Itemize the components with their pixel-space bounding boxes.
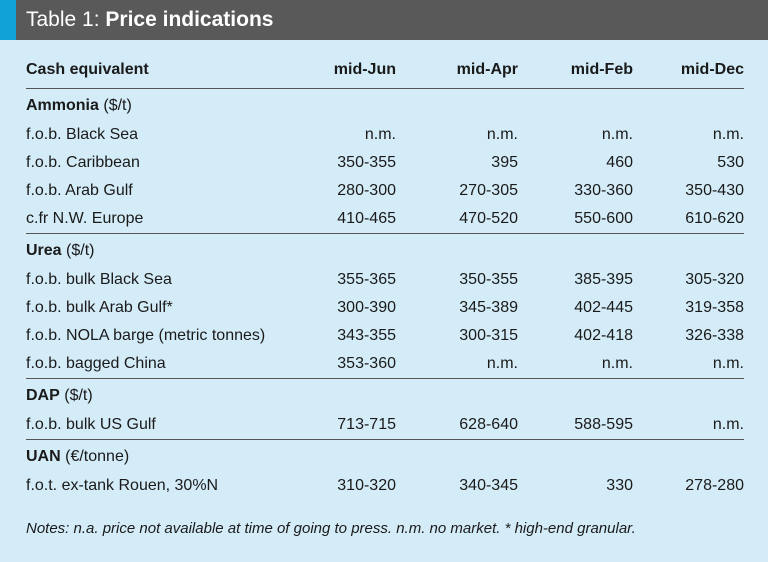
- section-name: UAN: [26, 448, 61, 465]
- price-cell: 280-300: [337, 182, 396, 199]
- column-header: Cash equivalent: [26, 52, 292, 89]
- title-bar: Table 1: Price indications: [0, 0, 768, 40]
- price-cell: n.m.: [712, 416, 744, 433]
- section-header: DAP ($/t): [26, 378, 744, 411]
- table-row: f.o.b. Black Sea n.m. n.m. n.m. n.m.: [26, 121, 744, 149]
- table-row: f.o.b. bagged China 353-360 n.m. n.m. n.m.: [26, 350, 744, 379]
- table-row: f.o.t. ex-tank Rouen, 30%N 310-320 340-345…: [26, 472, 744, 500]
- column-header: mid-Feb: [518, 52, 633, 89]
- price-cell: 460: [606, 154, 633, 171]
- price-cell: 353-360: [337, 355, 396, 372]
- section-row: Ammonia ($/t): [26, 89, 744, 122]
- price-cell: n.m.: [486, 355, 518, 372]
- row-label: f.o.b. bagged China: [26, 355, 166, 372]
- row-label: f.o.b. Arab Gulf: [26, 182, 133, 199]
- price-cell: 345-389: [459, 299, 518, 316]
- section-row: UAN (€/tonne): [26, 439, 744, 472]
- price-cell: n.m.: [601, 126, 633, 143]
- section-unit: ($/t): [66, 242, 95, 259]
- price-cell: 588-595: [574, 416, 633, 433]
- price-cell: 340-345: [459, 477, 518, 494]
- price-cell: n.m.: [712, 355, 744, 372]
- price-cell: 319-358: [685, 299, 744, 316]
- price-cell: 305-320: [685, 271, 744, 288]
- price-cell: 395: [491, 154, 518, 171]
- price-cell: 402-445: [574, 299, 633, 316]
- price-cell: 270-305: [459, 182, 518, 199]
- price-cell: 410-465: [337, 210, 396, 227]
- table-title: Table 1: Price indications: [26, 8, 273, 32]
- price-cell: 385-395: [574, 271, 633, 288]
- row-label: f.o.b. bulk Black Sea: [26, 271, 172, 288]
- table-row: f.o.b. NOLA barge (metric tonnes) 343-355…: [26, 322, 744, 350]
- table-name: Price indications: [105, 8, 274, 31]
- row-label: f.o.b. bulk US Gulf: [26, 416, 156, 433]
- section-header: Ammonia ($/t): [26, 89, 744, 122]
- price-cell: 350-355: [337, 154, 396, 171]
- table-row: f.o.b. bulk US Gulf 713-715 628-640 588-595…: [26, 411, 744, 440]
- price-table: Cash equivalent mid-Jun mid-Apr mid-Feb …: [26, 52, 744, 500]
- price-cell: 550-600: [574, 210, 633, 227]
- header-row: Cash equivalent mid-Jun mid-Apr mid-Feb …: [26, 52, 744, 89]
- price-cell: 310-320: [337, 477, 396, 494]
- price-cell: 350-430: [685, 182, 744, 199]
- table-notes: Notes: n.a. price not available at time …: [26, 520, 636, 537]
- section-unit: (€/tonne): [65, 448, 130, 465]
- table-number: Table 1:: [26, 8, 100, 31]
- section-row: Urea ($/t): [26, 233, 744, 266]
- price-cell: n.m.: [486, 126, 518, 143]
- row-label: f.o.t. ex-tank Rouen, 30%N: [26, 477, 219, 494]
- section-name: Urea: [26, 242, 62, 259]
- price-cell: n.m.: [601, 355, 633, 372]
- price-cell: 300-315: [459, 327, 518, 344]
- price-cell: 278-280: [685, 477, 744, 494]
- price-cell: 713-715: [337, 416, 396, 433]
- row-label: f.o.b. bulk Arab Gulf*: [26, 299, 173, 316]
- price-cell: n.m.: [364, 126, 396, 143]
- row-label: c.fr N.W. Europe: [26, 210, 144, 227]
- section-header: Urea ($/t): [26, 233, 744, 266]
- section-name: Ammonia: [26, 97, 99, 114]
- price-cell: 470-520: [459, 210, 518, 227]
- column-header: mid-Apr: [396, 52, 518, 89]
- price-cell: 402-418: [574, 327, 633, 344]
- price-cell: 330-360: [574, 182, 633, 199]
- column-header: mid-Dec: [633, 52, 744, 89]
- table-row: f.o.b. Arab Gulf 280-300 270-305 330-360 350…: [26, 177, 744, 205]
- price-cell: 610-620: [685, 210, 744, 227]
- row-label: f.o.b. Black Sea: [26, 126, 139, 143]
- price-cell: 330: [606, 477, 633, 494]
- title-accent: [0, 0, 16, 40]
- row-label: f.o.b. NOLA barge (metric tonnes): [26, 327, 266, 344]
- section-unit: ($/t): [64, 387, 93, 404]
- price-cell: 326-338: [685, 327, 744, 344]
- row-label: f.o.b. Caribbean: [26, 154, 140, 171]
- table-row: f.o.b. Caribbean 350-355 395 460 530: [26, 149, 744, 177]
- price-cell: 530: [717, 154, 744, 171]
- table-row: f.o.b. bulk Arab Gulf* 300-390 345-389 402-…: [26, 294, 744, 322]
- section-name: DAP: [26, 387, 60, 404]
- price-cell: 355-365: [337, 271, 396, 288]
- table-row: c.fr N.W. Europe 410-465 470-520 550-600 610…: [26, 205, 744, 234]
- table-body: Ammonia ($/t) f.o.b. Black Sea n.m. n.m. n.m…: [26, 89, 744, 501]
- section-header: UAN (€/tonne): [26, 439, 744, 472]
- column-header: mid-Jun: [292, 52, 396, 89]
- section-row: DAP ($/t): [26, 378, 744, 411]
- table-row: f.o.b. bulk Black Sea 355-365 350-355 385-3…: [26, 266, 744, 294]
- price-cell: 350-355: [459, 271, 518, 288]
- price-cell: 628-640: [459, 416, 518, 433]
- price-cell: n.m.: [712, 126, 744, 143]
- price-cell: 343-355: [337, 327, 396, 344]
- price-cell: 300-390: [337, 299, 396, 316]
- section-unit: ($/t): [103, 97, 132, 114]
